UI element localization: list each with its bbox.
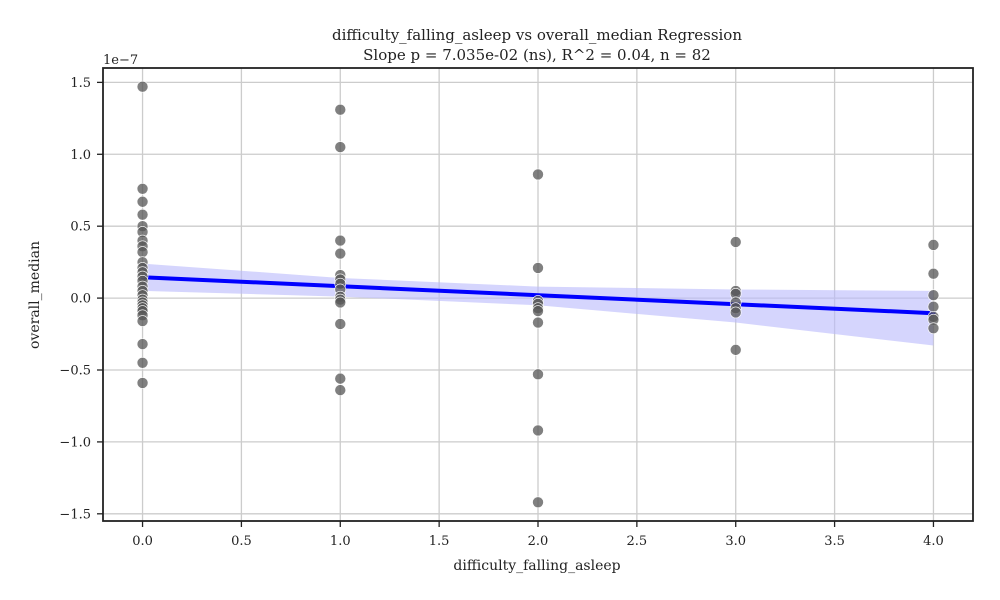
scatter-point [334,318,347,330]
scatter-point [532,262,544,274]
scatter-point [334,247,347,260]
scatter-point [334,103,347,116]
scatter-point [532,368,544,381]
y-tick-label: −0.5 [59,364,91,379]
scatter-point [334,141,347,153]
scatter-point [927,300,940,313]
scatter-point [136,377,149,389]
y-tick-label: 0.0 [70,292,91,307]
y-tick-label: −1.5 [59,507,91,522]
x-tick-label: 2.0 [528,534,549,549]
x-axis-ticks: 0.0 0.5 1.0 1.5 2.0 2.5 3.0 3.5 4.0 [132,521,944,549]
x-tick-label: 0.0 [132,534,153,549]
x-tick-label: 1.0 [330,534,351,549]
x-axis-label: difficulty_falling_asleep [453,558,620,574]
x-tick-label: 1.5 [429,534,450,549]
x-tick-label: 2.5 [627,534,648,549]
scatter-point [334,234,347,247]
scatter-point [532,424,544,437]
scatter-point [334,296,347,309]
scatter-point [927,322,940,335]
scatter-point [729,344,742,356]
scatter-point [136,315,149,327]
chart-subtitle: Slope p = 7.035e-02 (ns), R^2 = 0.04, n … [363,46,711,64]
scatter-point [729,306,742,319]
x-tick-label: 0.5 [231,534,252,549]
scatter-point [136,338,149,350]
scatter-point [136,208,149,221]
chart-title: difficulty_falling_asleep vs overall_med… [332,26,742,44]
scatter-point [136,183,149,195]
scatter-point [136,195,149,208]
x-tick-label: 3.0 [725,534,746,549]
y-axis-ticks: −1.5 −1.0 −0.5 0.0 0.5 1.0 1.5 [59,76,103,522]
y-axis-offset-label: 1e−7 [103,53,138,68]
scatter-point [532,496,544,509]
scatter-points [136,80,940,509]
scatter-point [532,316,544,329]
y-axis-label: overall_median [27,241,43,349]
scatter-point [927,267,940,280]
scatter-point [136,80,149,93]
y-tick-label: 1.5 [70,76,91,91]
y-tick-label: 1.0 [70,148,91,163]
scatter-point [729,236,742,248]
scatter-point [136,246,149,258]
scatter-point [136,357,149,369]
y-tick-label: 0.5 [70,220,91,235]
scatter-point [334,372,347,385]
scatter-point [927,239,940,251]
y-tick-label: −1.0 [59,435,91,450]
x-tick-label: 3.5 [824,534,845,549]
scatter-point [334,384,347,396]
scatter-point [532,168,544,181]
scatter-point [532,305,544,317]
scatter-point [927,289,940,302]
x-tick-label: 4.0 [923,534,944,549]
